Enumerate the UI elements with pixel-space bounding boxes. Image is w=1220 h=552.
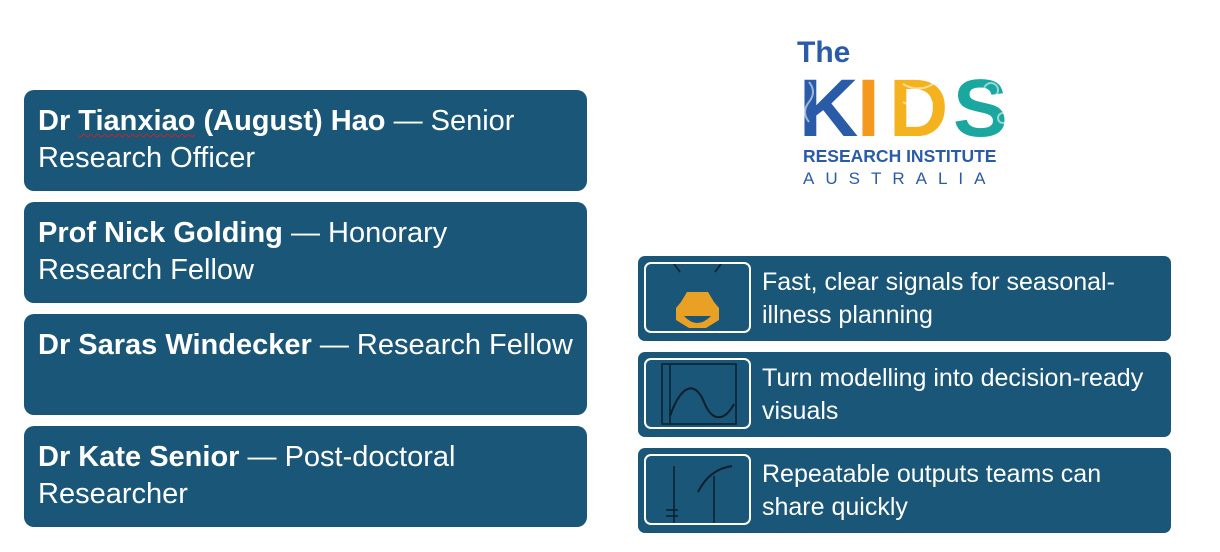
feature-text: Turn modelling into decision-ready visua… <box>762 364 1144 425</box>
feature-card-visuals: Turn modelling into decision-ready visua… <box>638 352 1171 437</box>
team-card-hao: Dr Tianxiao (August) Hao — Senior Resear… <box>24 90 587 191</box>
team-role: — Research Fellow <box>311 329 573 361</box>
team-name: Dr Kate Senior <box>38 441 240 473</box>
logo-i: I <box>857 63 880 154</box>
feature-card-signals: Fast, clear signals for seasonal-illness… <box>638 256 1171 341</box>
team-role: — Honorary Research Fellow <box>38 217 448 286</box>
logo-australia: AUSTRALIA <box>803 169 996 188</box>
logo-s: S <box>953 63 1008 154</box>
team-name: Prof Nick Golding <box>38 217 283 249</box>
logo-research-institute: RESEARCH INSTITUTE <box>803 146 996 166</box>
team-card-golding: Prof Nick Golding — Honorary Research Fe… <box>24 202 587 303</box>
team-role: — Post-doctoral Researcher <box>38 441 456 510</box>
team-role: — Senior Research Officer <box>38 105 515 174</box>
warning-signal-icon <box>644 262 751 333</box>
logo-k: K <box>799 63 858 154</box>
team-name: Dr Saras Windecker <box>38 329 312 361</box>
kids-research-institute-logo: The K I D S RESEARCH INSTITUTE AUSTRALIA <box>797 36 1009 188</box>
logo-the: The <box>797 36 850 69</box>
logo-d: D <box>889 63 948 154</box>
logo-pattern <box>804 81 1009 124</box>
feature-text: Fast, clear signals for seasonal-illness… <box>762 268 1115 329</box>
team-card-senior: Dr Kate Senior — Post-doctoral Researche… <box>24 426 587 527</box>
team-name: Dr Tianxiao (August) Hao <box>38 105 386 137</box>
feature-text: Repeatable outputs teams can share quick… <box>762 460 1102 521</box>
team-card-windecker: Dr Saras Windecker — Research Fellow <box>24 314 587 415</box>
feature-card-outputs: Repeatable outputs teams can share quick… <box>638 448 1171 533</box>
wave-chart-icon <box>644 358 751 429</box>
growth-curve-icon <box>644 454 751 525</box>
